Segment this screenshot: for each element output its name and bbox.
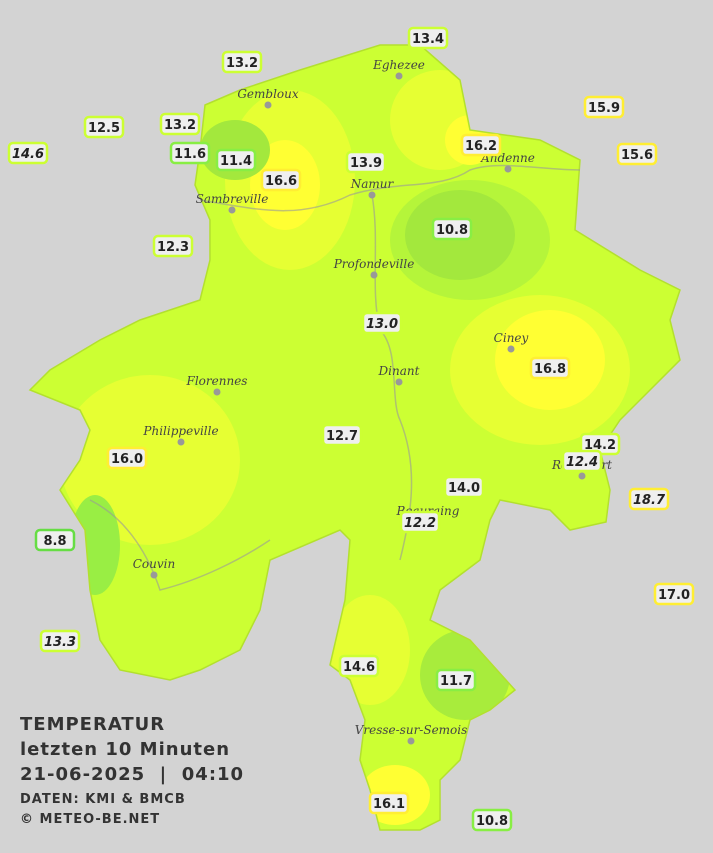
station-box [345, 150, 387, 174]
station-value: 13.4 [412, 32, 444, 47]
station-value: 8.8 [43, 534, 66, 549]
station-box [39, 629, 81, 653]
copyright: © METEO-BE.NET [20, 812, 160, 827]
station-value: 17.0 [658, 588, 690, 603]
station-value: 16.0 [111, 452, 143, 467]
station-value: 13.9 [350, 156, 382, 171]
station-value: 12.4 [566, 455, 598, 470]
station-value: 15.6 [621, 148, 653, 163]
station-value: 10.8 [476, 814, 508, 829]
station-value: 11.4 [220, 154, 252, 169]
city-name: Gembloux [237, 87, 299, 101]
source: DATEN: KMI & BMCB [20, 792, 186, 807]
city-dot [395, 72, 403, 80]
station-box [443, 475, 485, 499]
city-name: Sambreville [196, 192, 269, 206]
station-box [561, 449, 603, 473]
city-name: Namur [350, 177, 395, 191]
station-value: 15.9 [588, 101, 620, 116]
station-box [460, 133, 502, 157]
city-name: Vresse-sur-Semois [355, 723, 468, 737]
station-value: 13.2 [226, 56, 258, 71]
city-dot [370, 271, 378, 279]
station-layer: 13.4 13.2 12.5 13.2 14.6 11.6 11.4 16.6 13.9 16.2… [7, 26, 695, 832]
station-box [34, 528, 76, 552]
city-name: Couvin [133, 557, 175, 571]
timestamp: 21-06-2025 | 04:10 [20, 764, 244, 785]
city-name: Eghezee [372, 58, 425, 72]
station-value: 12.3 [157, 240, 189, 255]
rivers [89, 164, 581, 591]
station-box [583, 95, 625, 119]
station-value: 12.7 [326, 429, 358, 444]
station-value: 14.6 [12, 147, 44, 162]
station-value: 16.8 [534, 362, 566, 377]
station-box [529, 356, 571, 380]
station-box [338, 654, 380, 678]
station-box [435, 668, 477, 692]
station-value: 14.0 [448, 481, 480, 496]
station-value: 14.2 [584, 438, 616, 453]
station-box [260, 168, 302, 192]
station-box [407, 26, 449, 50]
station-box [106, 446, 148, 470]
city-dot [150, 571, 158, 579]
city-dot [264, 101, 272, 109]
title: TEMPERATUR [20, 714, 165, 735]
station-box [471, 808, 513, 832]
city-name: Ciney [494, 331, 529, 345]
city-dot [407, 737, 415, 745]
station-value: 16.6 [265, 174, 297, 189]
station-value: 12.2 [404, 516, 436, 531]
station-box [321, 423, 363, 447]
city-dot [213, 388, 221, 396]
city-dot [507, 345, 515, 353]
city-dot [177, 438, 185, 446]
station-box [399, 510, 441, 534]
station-value: 12.5 [88, 121, 120, 136]
city-name: Florennes [186, 374, 248, 388]
station-value: 14.6 [343, 660, 375, 675]
station-box [159, 112, 201, 136]
station-box [431, 217, 473, 241]
station-box [653, 582, 695, 606]
station-value: 11.7 [440, 674, 472, 689]
station-value: 16.1 [373, 797, 405, 812]
station-box [361, 311, 403, 335]
station-value: 16.2 [465, 139, 497, 154]
station-value: 13.2 [164, 118, 196, 133]
city-dot [578, 472, 586, 480]
station-box [215, 148, 257, 172]
city-dot [504, 165, 512, 173]
station-box [152, 234, 194, 258]
city-dot [368, 191, 376, 199]
station-value: 10.8 [436, 223, 468, 238]
station-value: 13.0 [366, 317, 398, 332]
city-name: Philippeville [142, 424, 218, 438]
station-box [169, 141, 211, 165]
station-box [368, 791, 410, 815]
station-box [7, 141, 49, 165]
station-box [628, 487, 670, 511]
city-name: Profondeville [333, 257, 415, 271]
subtitle: letzten 10 Minuten [20, 739, 230, 760]
station-value: 11.6 [174, 147, 206, 162]
station-box [221, 50, 263, 74]
station-value: 13.3 [44, 635, 76, 650]
city-dot [228, 206, 236, 214]
station-value: 18.7 [633, 493, 666, 508]
station-box [616, 142, 658, 166]
city-dot [395, 378, 403, 386]
city-name: Dinant [378, 364, 420, 378]
station-box [83, 115, 125, 139]
